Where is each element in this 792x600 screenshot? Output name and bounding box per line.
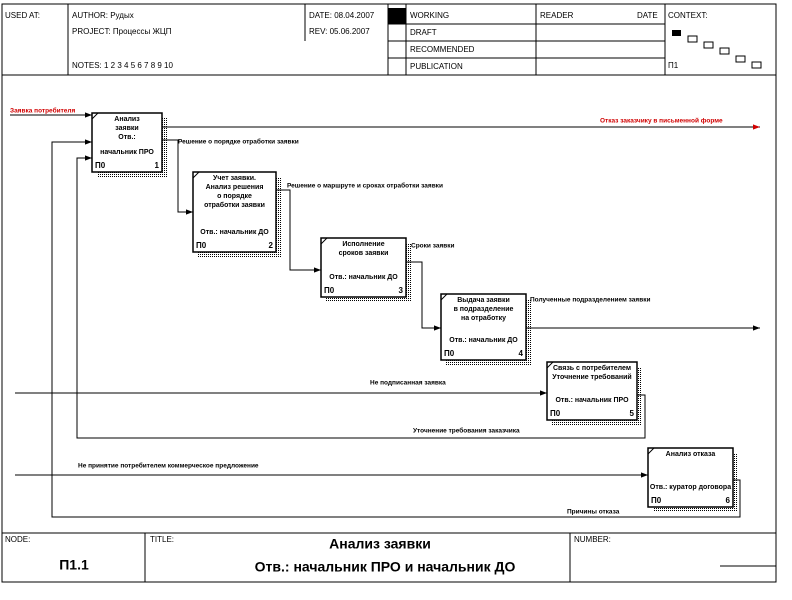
arrow [162,139,193,215]
activity-box [440,293,527,361]
box-corner [647,447,655,455]
used-at: USED AT: [5,11,40,20]
activity-owner: Отв.: начальник ДО [329,274,398,281]
activity-owner: Отв.: куратор договора [650,484,731,491]
activity-label: Анализ решения [206,184,264,191]
activity-num: 3 [399,286,404,295]
status: PUBLICATION [410,62,463,71]
activity-label: Уточнение требований [552,373,631,381]
reader-date: DATE [637,11,658,20]
activity-num: 6 [726,496,731,505]
status: DRAFT [410,28,437,37]
arrow-label: Отказ заказчику в письменной форме [600,117,723,125]
arrow-label: Сроки заявки [411,243,455,250]
frame [1,3,777,583]
arrow [51,139,741,518]
box-corner [546,361,554,369]
activity-id: П0 [324,286,335,295]
arrow [406,261,441,331]
activity-label: отработки заявки [204,201,265,209]
activity-num: 2 [269,241,274,250]
activity-label: Учет заявки. [213,175,256,182]
activity-owner: Отв.: начальник ДО [200,229,269,236]
node-label: NODE: [5,535,30,544]
activity-id: П0 [550,409,561,418]
title-label: TITLE: [150,535,174,544]
activity-label: Анализ отказа [666,451,716,458]
activity-owner: Отв.: начальник ПРО [555,397,629,404]
title: Анализ заявки [329,536,431,552]
arrow-label: Уточнение требования заказчика [413,427,520,435]
activity-id: П0 [651,496,662,505]
arrow-label: Не подписанная заявка [370,380,446,387]
activity-label: Анализ [114,116,140,123]
context: CONTEXT: [668,11,708,20]
box-corner [91,112,99,120]
activity-num: 5 [630,409,635,418]
activity-label: Выдача заявки [457,297,510,304]
number-label: NUMBER: [574,535,611,544]
arrow [276,189,321,273]
box-corner [440,293,448,301]
activity-label: заявки [115,125,138,132]
subtitle: Отв.: начальник ПРО и начальник ДО [255,559,516,575]
activity-label: сроков заявки [339,250,389,257]
notes: NOTES: 1 2 3 4 5 6 7 8 9 10 [72,61,174,70]
activity-num: 1 [155,161,160,170]
node: П1.1 [59,557,89,573]
author: AUTHOR: Рудых [72,11,134,20]
activity-box [546,361,638,421]
arrow-label: Заявка потребителя [10,107,76,115]
arrow-label: Решение о порядке отработки заявки [178,138,299,146]
context-node: П1 [668,61,679,70]
activity-num: 4 [519,349,524,358]
activity-label: о порядке [217,193,252,200]
activity-label: в подразделение [454,306,514,313]
activity-owner: начальник ПРО [100,149,154,156]
arrow-label: Не принятие потребителем коммерческое пр… [78,462,259,470]
arrow-label: Полученные подразделением заявки [530,297,650,304]
activity-id: П0 [95,161,106,170]
status: WORKING [410,11,449,20]
arrow-label: Решение о маршруте и сроках отработки за… [287,182,443,190]
activity-label: Связь с потребителем [553,364,631,372]
box-corner [320,237,328,245]
activity-box [192,171,277,253]
activity-owner: Отв.: начальник ДО [449,337,518,344]
arrow [76,155,646,439]
activity-box [647,447,734,508]
activity-label: Исполнение [342,241,384,248]
reader: READER [540,11,574,20]
status: RECOMMENDED [410,45,475,54]
project: PROJECT: Процессы ЖЦП [72,27,172,36]
activity-id: П0 [196,241,207,250]
activity-box [320,237,407,298]
date: DATE: 08.04.2007 [309,11,375,20]
rev: REV: 05.06.2007 [309,27,370,36]
activity-label: Отв.: [118,134,135,141]
activity-label: на отработку [461,314,506,322]
activity-id: П0 [444,349,455,358]
arrow-label: Причины отказа [567,509,620,516]
box-corner [192,171,200,179]
